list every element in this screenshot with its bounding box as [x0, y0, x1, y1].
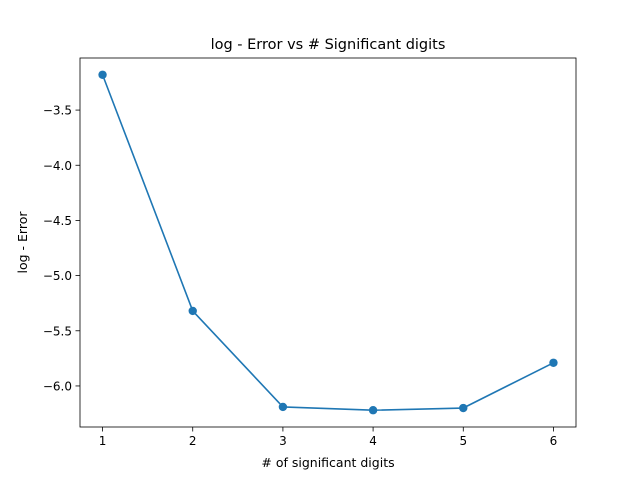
x-axis-label: # of significant digits	[261, 455, 394, 470]
y-tick-label: −5.0	[43, 269, 72, 283]
y-tick-label: −6.0	[43, 379, 72, 393]
data-point	[98, 70, 107, 79]
x-tick-label: 3	[279, 434, 287, 448]
plot-frame	[79, 57, 577, 428]
y-axis-label: log - Error	[15, 211, 30, 274]
data-point	[549, 358, 558, 367]
y-tick-label: −4.0	[43, 159, 72, 173]
y-tick-label: −5.5	[43, 324, 72, 338]
x-tick-label: 5	[459, 434, 467, 448]
data-point	[188, 306, 197, 316]
data-point	[459, 403, 468, 413]
series-line	[101, 74, 554, 412]
y-tick-label: −4.5	[43, 214, 72, 228]
data-point	[278, 402, 288, 412]
series-layer	[98, 70, 558, 415]
axis-ticks: 1 2 3 4 5 6 −3.5 −4.0 −4.5 −5.0 −5.5 −6.0	[43, 104, 557, 448]
x-tick-label: 2	[189, 434, 197, 448]
plot-area	[80, 58, 576, 427]
x-tick-label: 6	[550, 434, 558, 448]
y-tick-label: −3.5	[43, 104, 72, 118]
data-point	[368, 406, 378, 415]
x-tick-label: 4	[369, 434, 377, 448]
chart-title: log - Error vs # Significant digits	[211, 37, 446, 53]
x-tick-label: 1	[99, 434, 107, 448]
